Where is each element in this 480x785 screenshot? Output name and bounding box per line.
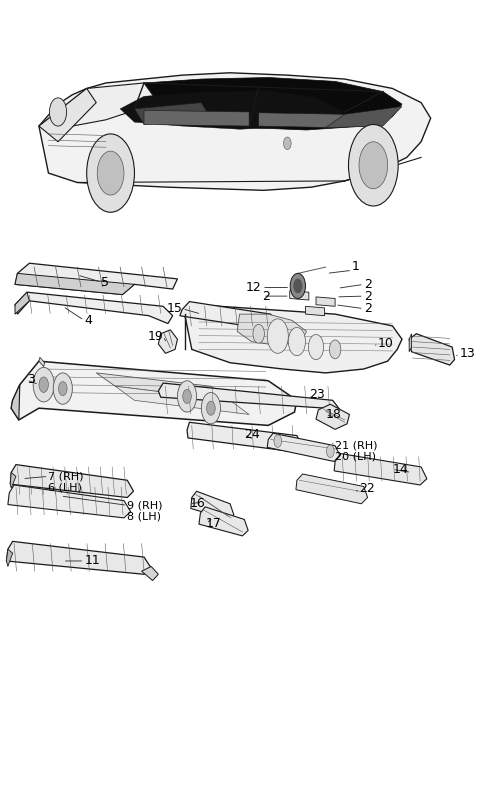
- Text: 13: 13: [459, 347, 475, 360]
- Polygon shape: [158, 383, 340, 416]
- Circle shape: [267, 319, 288, 353]
- Polygon shape: [191, 491, 234, 520]
- Circle shape: [59, 382, 67, 396]
- Polygon shape: [316, 404, 349, 429]
- Circle shape: [97, 152, 124, 195]
- Polygon shape: [199, 507, 248, 536]
- Text: 2: 2: [364, 302, 372, 315]
- Text: 18: 18: [325, 408, 341, 421]
- Circle shape: [288, 327, 305, 356]
- Text: 3: 3: [27, 374, 35, 386]
- Polygon shape: [185, 305, 402, 373]
- Text: 17: 17: [206, 517, 222, 530]
- Text: 2: 2: [364, 278, 372, 291]
- Polygon shape: [115, 386, 249, 414]
- Polygon shape: [11, 361, 297, 425]
- Text: 5: 5: [101, 276, 109, 289]
- Polygon shape: [325, 107, 402, 128]
- Polygon shape: [334, 454, 427, 485]
- Circle shape: [39, 377, 48, 392]
- Polygon shape: [142, 567, 158, 581]
- Polygon shape: [6, 550, 12, 567]
- Polygon shape: [11, 385, 20, 420]
- Polygon shape: [305, 306, 324, 316]
- Circle shape: [329, 340, 341, 359]
- Text: 11: 11: [84, 554, 100, 568]
- Polygon shape: [39, 83, 154, 130]
- Polygon shape: [39, 89, 96, 142]
- Text: 7 (RH): 7 (RH): [48, 471, 84, 481]
- Circle shape: [87, 134, 134, 212]
- Circle shape: [53, 373, 72, 404]
- Polygon shape: [134, 103, 211, 125]
- Text: 2: 2: [263, 290, 270, 302]
- Text: 1: 1: [352, 261, 360, 273]
- Circle shape: [33, 367, 54, 402]
- Circle shape: [253, 324, 264, 343]
- Circle shape: [274, 435, 282, 447]
- Text: 2: 2: [364, 290, 372, 302]
- Text: 21 (RH): 21 (RH): [335, 441, 378, 451]
- Polygon shape: [125, 78, 402, 130]
- Polygon shape: [15, 263, 178, 294]
- Circle shape: [294, 279, 302, 293]
- Circle shape: [308, 334, 324, 360]
- Text: 12: 12: [245, 281, 261, 294]
- Polygon shape: [187, 422, 301, 452]
- Circle shape: [284, 137, 291, 150]
- Polygon shape: [120, 91, 345, 130]
- Polygon shape: [6, 542, 151, 575]
- Polygon shape: [296, 474, 368, 504]
- Polygon shape: [409, 334, 411, 352]
- Polygon shape: [96, 373, 230, 400]
- Polygon shape: [180, 301, 278, 330]
- Polygon shape: [15, 292, 29, 314]
- Circle shape: [326, 445, 334, 458]
- Text: 16: 16: [190, 497, 205, 510]
- Text: 20 (LH): 20 (LH): [335, 451, 376, 462]
- Circle shape: [348, 125, 398, 206]
- Polygon shape: [39, 73, 431, 190]
- Polygon shape: [15, 292, 173, 323]
- Text: 10: 10: [378, 337, 394, 349]
- Polygon shape: [15, 273, 134, 294]
- Circle shape: [359, 142, 388, 188]
- Text: 23: 23: [309, 389, 324, 401]
- Polygon shape: [144, 111, 249, 126]
- Circle shape: [290, 273, 305, 298]
- Circle shape: [183, 389, 192, 403]
- Text: 15: 15: [167, 302, 182, 315]
- Polygon shape: [10, 473, 16, 488]
- Polygon shape: [409, 334, 455, 365]
- Polygon shape: [290, 290, 309, 300]
- Text: 14: 14: [393, 463, 408, 476]
- Polygon shape: [259, 113, 345, 128]
- Polygon shape: [316, 297, 335, 306]
- Text: 24: 24: [244, 429, 260, 441]
- Polygon shape: [267, 433, 340, 462]
- Text: 4: 4: [84, 314, 92, 327]
- Polygon shape: [10, 465, 133, 498]
- Polygon shape: [39, 357, 45, 367]
- Polygon shape: [237, 314, 306, 345]
- Text: 19: 19: [147, 330, 163, 342]
- Circle shape: [206, 401, 215, 415]
- Circle shape: [49, 98, 67, 126]
- Polygon shape: [8, 485, 131, 518]
- Circle shape: [178, 381, 197, 412]
- Text: 9 (RH): 9 (RH): [127, 500, 163, 510]
- Text: 6 (LH): 6 (LH): [48, 482, 83, 492]
- Text: 22: 22: [359, 482, 375, 495]
- Circle shape: [201, 392, 220, 424]
- Polygon shape: [158, 330, 178, 353]
- Text: 8 (LH): 8 (LH): [127, 511, 161, 521]
